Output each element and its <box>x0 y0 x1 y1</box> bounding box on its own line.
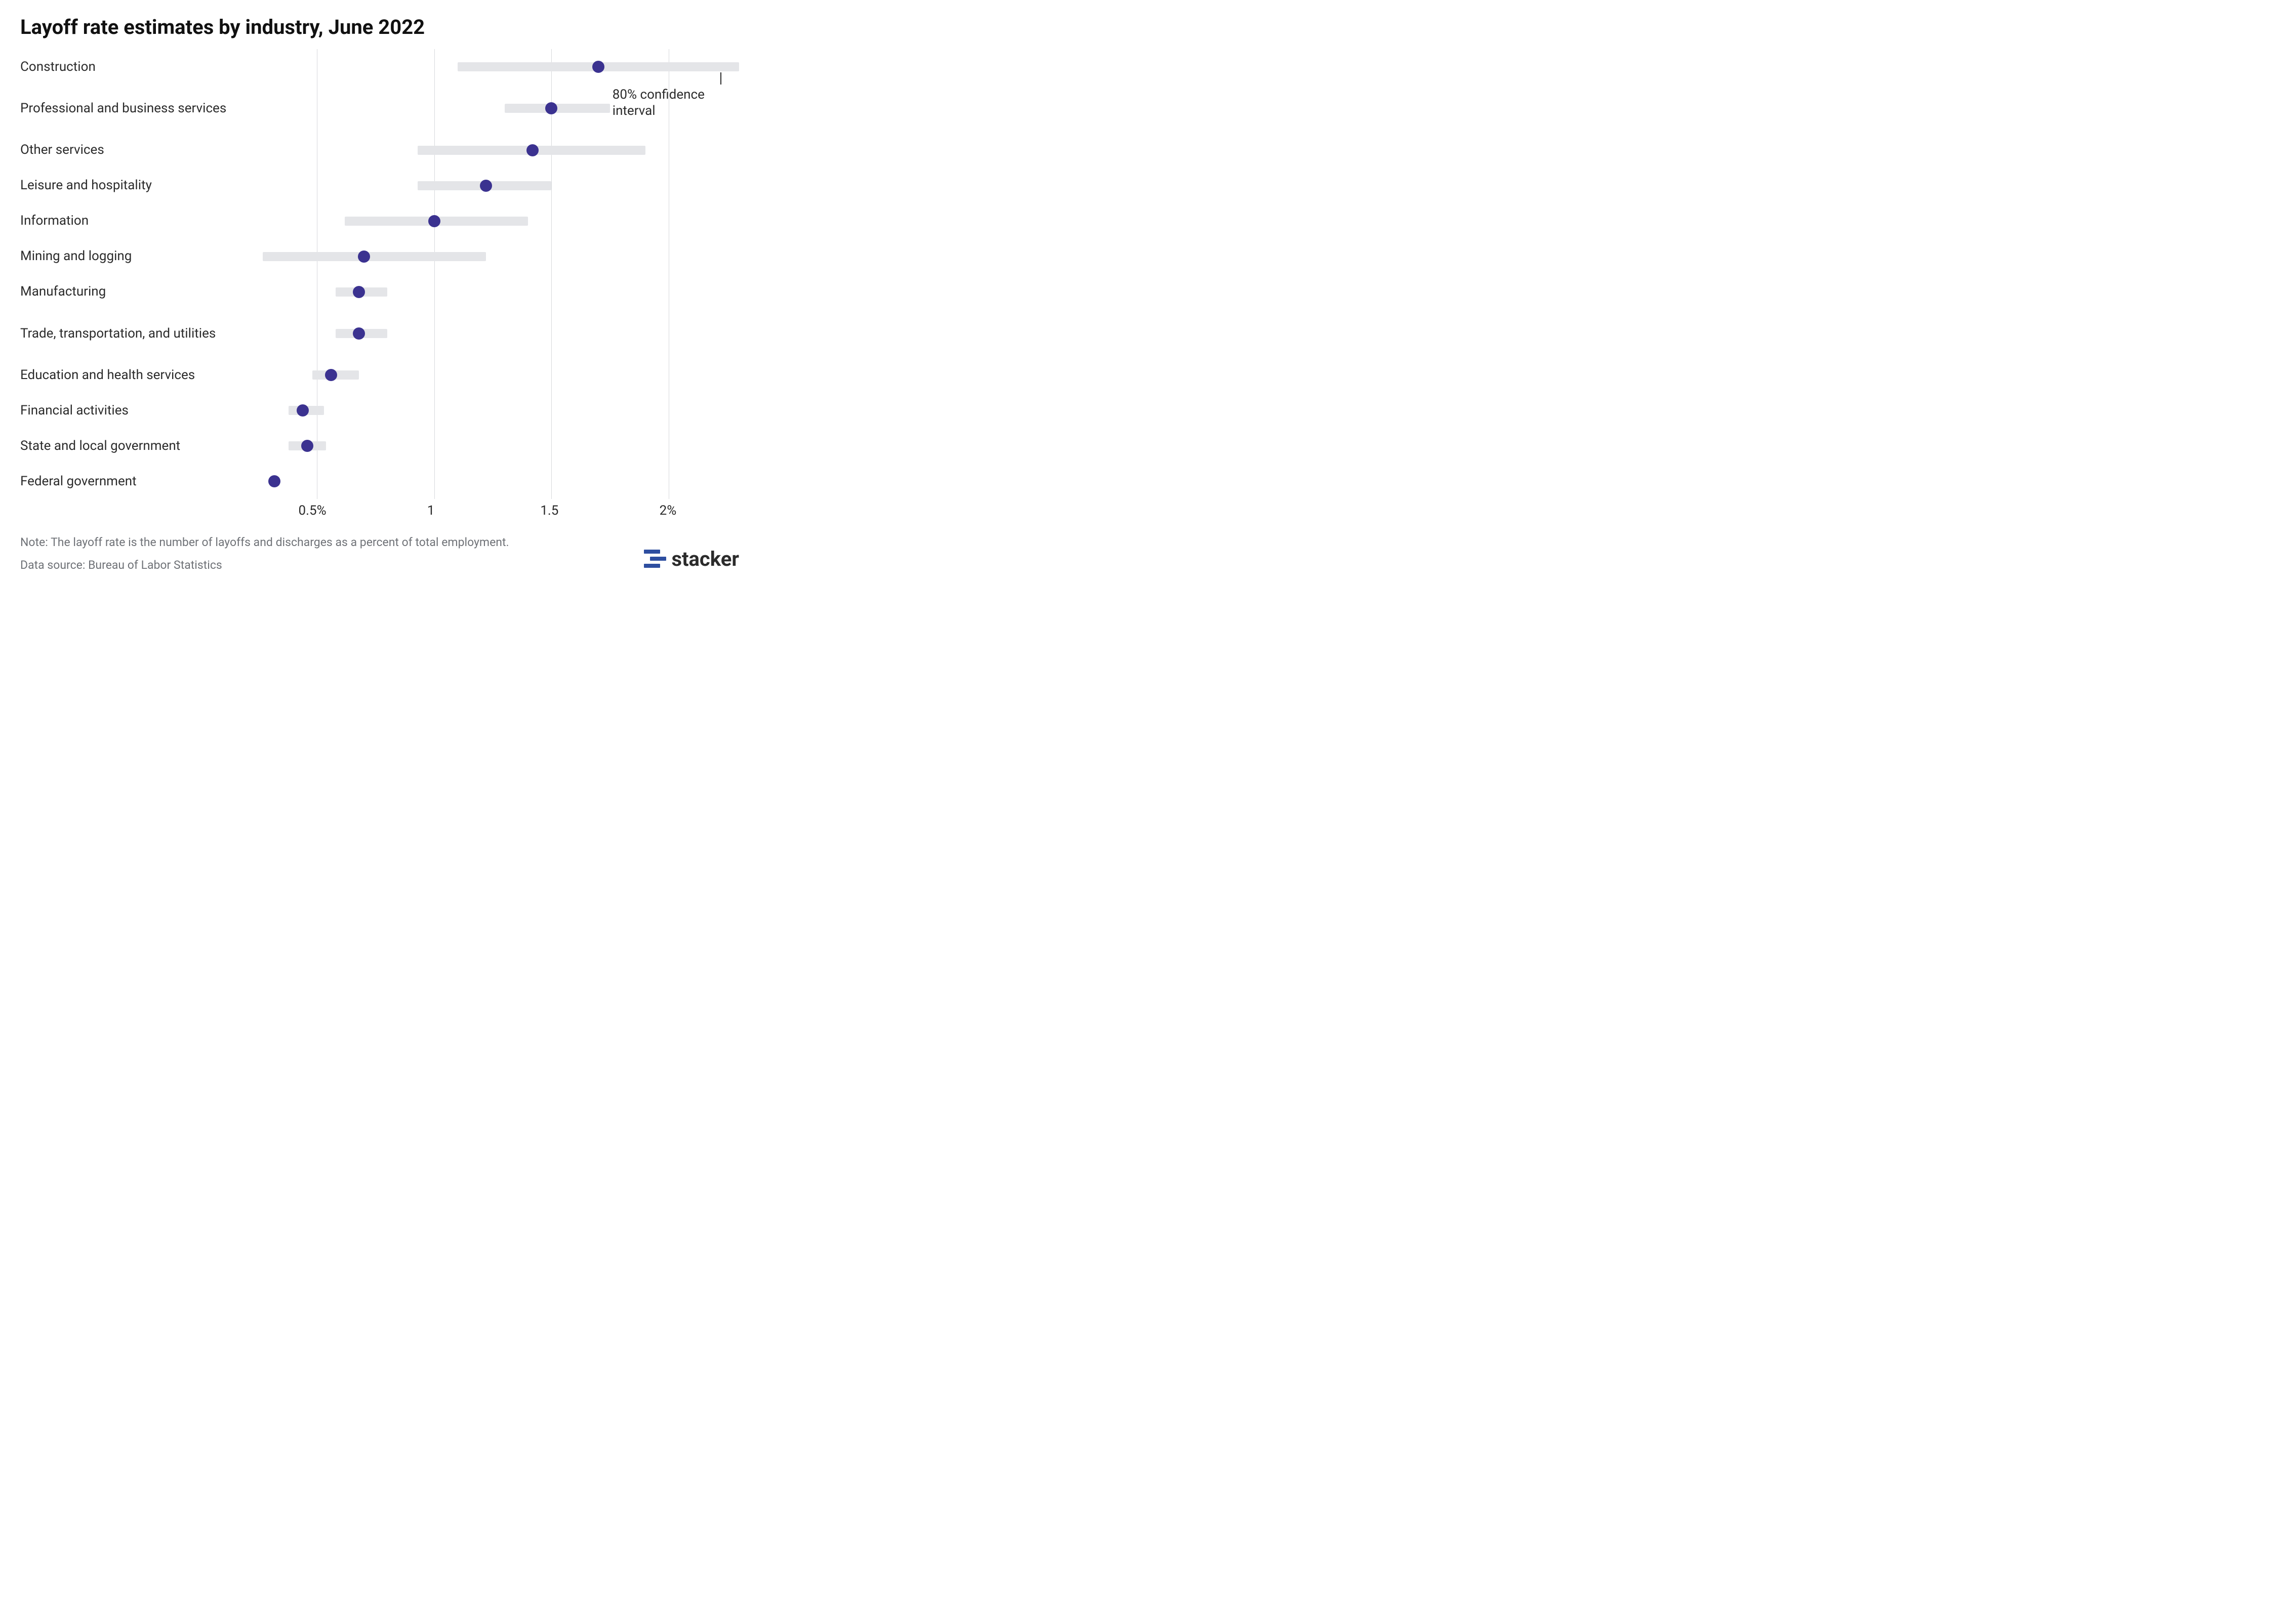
row-plot <box>258 310 739 358</box>
x-tick-label: 0.5% <box>299 503 327 518</box>
chart-row: Education and health services <box>20 357 739 393</box>
figure: Layoff rate estimates by industry, June … <box>0 0 759 588</box>
point-estimate-dot <box>325 369 337 381</box>
point-estimate-dot <box>301 440 313 452</box>
row-label: Manufacturing <box>20 274 258 310</box>
x-tick-label: 1 <box>427 503 435 518</box>
gridline <box>434 464 435 499</box>
data-source: Data source: Bureau of Labor Statistics <box>20 557 629 573</box>
gridline <box>434 274 435 310</box>
gridline <box>434 393 435 428</box>
x-axis-spacer <box>20 499 253 519</box>
row-label: Other services <box>20 133 258 168</box>
chart-row: Financial activities <box>20 393 739 428</box>
row-plot <box>258 357 739 393</box>
gridline <box>434 357 435 393</box>
point-estimate-dot <box>353 327 365 340</box>
stacker-logo-mark <box>644 550 666 569</box>
row-plot <box>258 49 739 85</box>
point-estimate-dot <box>358 251 370 263</box>
annotation-leader <box>720 72 721 85</box>
confidence-interval-bar <box>263 252 485 261</box>
stacker-logo-text: stacker <box>671 546 739 573</box>
gridline <box>551 310 552 358</box>
row-label: Construction <box>20 49 258 85</box>
row-plot <box>258 428 739 464</box>
point-estimate-dot <box>428 215 440 227</box>
stacker-logo: stacker <box>644 546 739 573</box>
point-estimate-dot <box>353 286 365 298</box>
x-axis: 0.5% 1 1.5 2% <box>20 499 739 519</box>
row-label: Information <box>20 203 258 239</box>
point-estimate-dot <box>297 404 309 417</box>
chart-row: Other services <box>20 133 739 168</box>
gridline <box>434 428 435 464</box>
gridline <box>551 357 552 393</box>
x-axis-ticks: 0.5% 1 1.5 2% <box>253 499 739 519</box>
row-label: Leisure and hospitality <box>20 168 258 203</box>
row-plot <box>258 203 739 239</box>
row-label: Education and health services <box>20 357 258 393</box>
figure-footer: Note: The layoff rate is the number of l… <box>20 534 739 573</box>
chart-row: Construction <box>20 49 739 85</box>
gridline <box>434 85 435 133</box>
row-label: State and local government <box>20 428 258 464</box>
row-plot <box>258 168 739 203</box>
footer-text: Note: The layoff rate is the number of l… <box>20 534 629 573</box>
footnote: Note: The layoff rate is the number of l… <box>20 534 526 550</box>
row-label: Federal government <box>20 464 258 499</box>
gridline <box>551 428 552 464</box>
chart-row: State and local government <box>20 428 739 464</box>
row-label: Mining and logging <box>20 239 258 274</box>
chart-row: Trade, transportation, and utilities <box>20 310 739 358</box>
x-tick-label: 1.5 <box>540 503 558 518</box>
row-plot <box>258 464 739 499</box>
x-tick-label: 2% <box>660 503 677 518</box>
chart-row: Information <box>20 203 739 239</box>
row-label: Financial activities <box>20 393 258 428</box>
gridline <box>551 168 552 203</box>
chart-area: ConstructionProfessional and business se… <box>20 49 739 499</box>
chart-row: Mining and logging <box>20 239 739 274</box>
gridline <box>434 49 435 85</box>
gridline <box>551 464 552 499</box>
row-label: Trade, transportation, and utilities <box>20 310 258 358</box>
point-estimate-dot <box>545 102 557 114</box>
gridline <box>551 239 552 274</box>
gridline <box>551 393 552 428</box>
row-label: Professional and business services <box>20 85 258 133</box>
point-estimate-dot <box>526 144 539 156</box>
chart-title: Layoff rate estimates by industry, June … <box>20 15 739 39</box>
point-estimate-dot <box>592 61 604 73</box>
chart-row: Manufacturing <box>20 274 739 310</box>
gridline <box>551 274 552 310</box>
point-estimate-dot <box>480 180 492 192</box>
row-plot <box>258 393 739 428</box>
chart-row: Federal government <box>20 464 739 499</box>
chart-row: Leisure and hospitality <box>20 168 739 203</box>
row-plot <box>258 274 739 310</box>
gridline <box>551 203 552 239</box>
annotation-label: 80% confidence interval <box>613 87 744 119</box>
row-plot <box>258 239 739 274</box>
point-estimate-dot <box>268 475 280 487</box>
stacker-logo-icon <box>644 550 666 569</box>
row-plot <box>258 133 739 168</box>
gridline <box>434 310 435 358</box>
